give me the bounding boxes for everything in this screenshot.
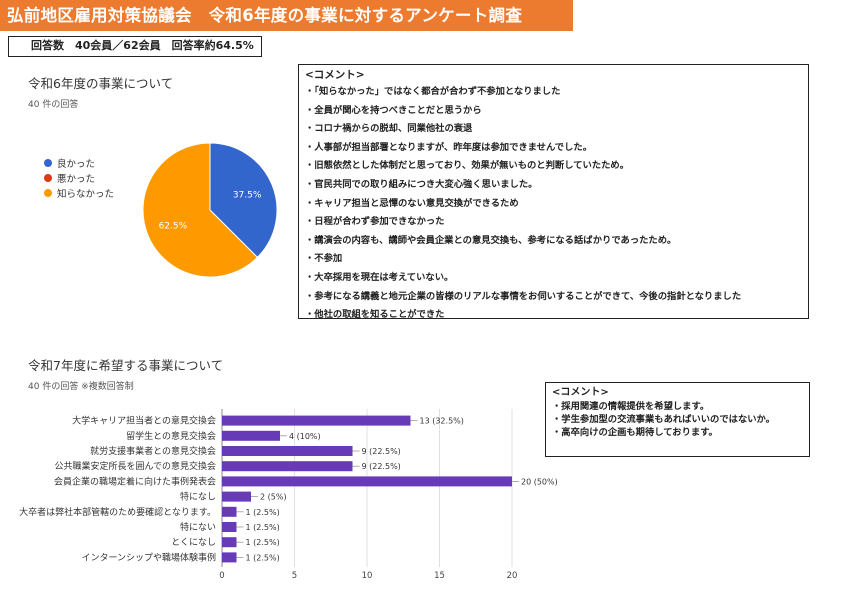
bar xyxy=(222,552,237,563)
legend-item: 知らなかった xyxy=(44,185,114,200)
bar xyxy=(222,415,411,426)
bar-value-label: 1 (2.5%) xyxy=(246,538,280,547)
comment-line: ・高卒向けの企画も期待しております。 xyxy=(552,427,718,438)
category-label: 大卒者は弊社本部管轄のため要確認となります。 xyxy=(19,506,216,518)
bar xyxy=(222,446,353,456)
section2-subtitle: 40 件の回答 ※複数回答制 xyxy=(28,382,134,392)
bar xyxy=(222,522,237,532)
bar-value-label: 4 (10%) xyxy=(289,432,321,441)
comment-line: ・参考になる講義と地元企業の皆様のリアルな事情をお伺いすることができて、今後の指… xyxy=(305,290,742,302)
section1-subtitle: 40 件の回答 xyxy=(28,100,79,110)
comment-line: ・他社の取組を知ることができた xyxy=(305,309,445,321)
comment-box-2025: <コメント> ・採用関連の情報提供を希望します。・学生参加型の交流事業もあればい… xyxy=(545,382,810,457)
bar-chart: 0 5 10 15 20 大学キャリア担当者との意見交換会 13 (32.5%) 留学生との意… xyxy=(19,409,558,581)
legend-label: 知らなかった xyxy=(57,188,115,200)
x-tick-label: 5 xyxy=(292,571,297,581)
category-label: 会員企業の職場定着に向けた事例発表会 xyxy=(54,475,216,487)
pie-slice xyxy=(142,142,259,278)
category-label: 就労支援事業者との意見交換会 xyxy=(90,445,216,457)
comment-line: ・全員が関心を持つべきことだと思うから xyxy=(305,104,482,116)
bar xyxy=(222,491,251,502)
comment-line: ・「知らなかった」ではなく都合が合わず不参加となりました xyxy=(305,86,561,97)
category-label: 留学生との意見交換会 xyxy=(126,430,216,442)
comment-line: ・日程が合わず参加できなかった xyxy=(305,216,445,228)
comment-line: ・人事部が担当部署となりますが、昨年度は参加できませんでした。 xyxy=(305,141,592,153)
bar xyxy=(222,430,280,441)
pie-slice-label: 62.5% xyxy=(159,221,188,231)
legend-swatch xyxy=(44,173,52,182)
page-title: 弘前地区雇用対策協議会 令和6年度の事業に対するアンケート調査 xyxy=(0,0,573,31)
comment-line: ・官民共同での取り組みにつき大変心強く思いました。 xyxy=(305,178,538,190)
x-tick-label: 0 xyxy=(219,571,224,581)
comment-line: ・キャリア担当と忌憚のない意見交換ができるため xyxy=(305,197,519,209)
comment-line: ・学生参加型の交流事業もあればいいのではないか。 xyxy=(552,414,775,425)
bar-value-label: 2 (5%) xyxy=(260,493,287,502)
response-summary: 回答数 40会員／62会員 回答率約64.5% xyxy=(8,36,262,57)
category-label: 特になし xyxy=(180,491,216,503)
x-tick-label: 15 xyxy=(434,571,445,581)
pie-slice xyxy=(209,142,278,259)
comment-line: ・講演会の内容も、講師や会員企業との意見交換も、参考になる話ばかりであったため。 xyxy=(305,234,677,246)
category-label: 大学キャリア担当者との意見交換会 xyxy=(72,415,216,427)
x-tick-label: 10 xyxy=(362,571,373,581)
bar-value-label: 9 (22.5%) xyxy=(362,447,401,456)
section1-title: 令和6年度の事業について xyxy=(28,76,174,91)
comment-line: ・不参加 xyxy=(305,253,343,265)
category-label: とくになし xyxy=(171,537,216,548)
pie-legend: 良かった悪かった知らなかった xyxy=(44,155,114,200)
legend-item: 悪かった xyxy=(44,170,114,185)
bar xyxy=(222,461,353,472)
comment-heading: <コメント> xyxy=(305,69,365,81)
legend-swatch xyxy=(44,188,52,197)
comment-line: ・採用関連の情報提供を希望します。 xyxy=(552,401,710,412)
legend-label: 悪かった xyxy=(57,173,96,185)
legend-swatch xyxy=(44,158,52,167)
bar-value-label: 20 (50%) xyxy=(521,477,558,486)
x-tick-label: 20 xyxy=(507,571,518,581)
bar-value-label: 1 (2.5%) xyxy=(246,508,280,517)
category-label: 特にない xyxy=(180,521,216,533)
comment-heading: <コメント> xyxy=(552,387,609,398)
legend-label: 良かった xyxy=(57,158,96,170)
comment-line: ・コロナ禍からの脱却、同業他社の衰退 xyxy=(305,123,473,135)
bar xyxy=(222,506,237,517)
section2-title: 令和7年度に希望する事業について xyxy=(28,358,224,373)
comment-box-2024: <コメント> ・「知らなかった」ではなく都合が合わず不参加となりました ・全員が関… xyxy=(298,64,809,320)
bar xyxy=(222,476,512,487)
legend-item: 良かった xyxy=(44,155,114,170)
bar-value-label: 9 (22.5%) xyxy=(362,462,401,471)
bar-value-label: 1 (2.5%) xyxy=(246,523,280,532)
comment-line: ・大卒採用を現在は考えていない。 xyxy=(305,271,454,283)
category-label: 公共職業安定所長を囲んでの意見交換会 xyxy=(54,460,216,472)
pie-slice-label: 37.5% xyxy=(233,191,262,201)
pie-chart: 37.5% 62.5% xyxy=(142,142,278,278)
bar xyxy=(222,537,237,548)
comment-line: ・旧態依然とした体制だと思っており、効果が無いものと判断していたため。 xyxy=(305,160,629,172)
category-label: インターンシップや職場体験事例 xyxy=(81,551,216,563)
bar-value-label: 1 (2.5%) xyxy=(246,553,280,562)
bar-value-label: 13 (32.5%) xyxy=(420,417,464,426)
